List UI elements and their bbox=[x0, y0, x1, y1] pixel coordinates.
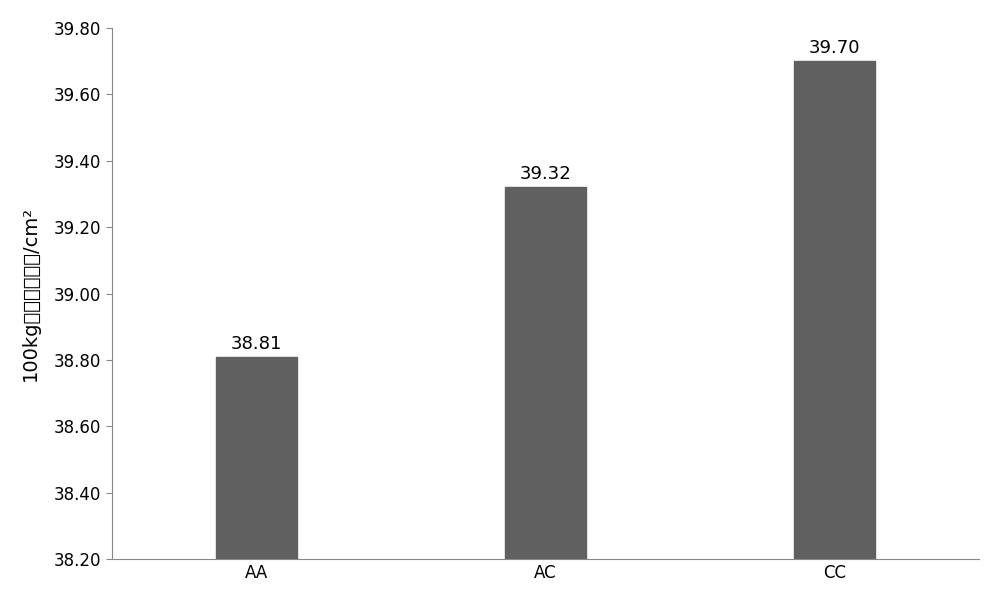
Text: 39.32: 39.32 bbox=[520, 165, 571, 183]
Text: 38.81: 38.81 bbox=[231, 335, 282, 353]
Bar bbox=[794, 61, 875, 603]
Bar bbox=[216, 357, 297, 603]
Y-axis label: 100kg体重眼肌面积/cm²: 100kg体重眼肌面积/cm² bbox=[21, 206, 40, 381]
Bar bbox=[505, 188, 586, 603]
Text: 39.70: 39.70 bbox=[809, 39, 860, 57]
